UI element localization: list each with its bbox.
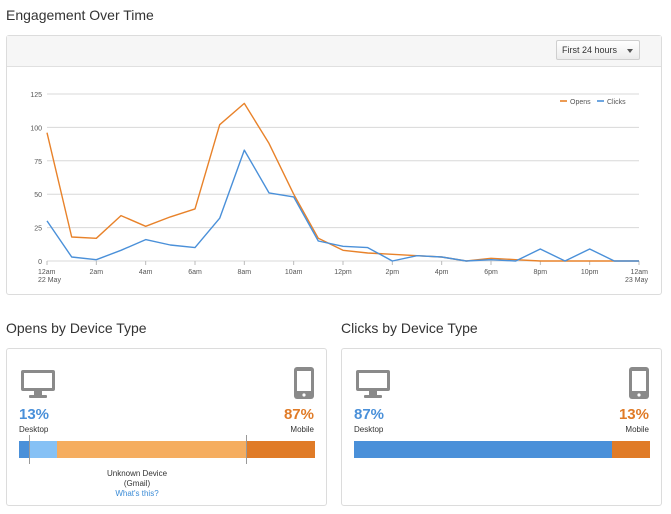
clicks-device-panel: 87% Desktop 13% Mobile: [341, 348, 662, 506]
x-tick-label: 6am: [188, 269, 202, 276]
x-tick-label: 2am: [90, 269, 104, 276]
clicks-mobile-percent: 13%: [618, 406, 649, 423]
mobile-icon: [629, 367, 649, 399]
series-line-clicks: [46, 149, 639, 262]
legend-label-opens: Opens: [570, 99, 591, 106]
chevron-down-icon: [627, 49, 633, 53]
clicks-desktop-segment: [354, 441, 612, 458]
time-range-select[interactable]: First 24 hours: [556, 40, 640, 60]
clicks-device-bar: [354, 441, 650, 458]
mobile-icon: [294, 367, 314, 399]
clicks-mobile-label: Mobile: [625, 425, 649, 434]
unknown-bracket-right: [246, 435, 247, 464]
legend-label-clicks: Clicks: [607, 99, 626, 106]
y-tick-label: 0: [38, 259, 42, 266]
opens-mobile-label: Mobile: [290, 425, 314, 434]
x-tick-label: 12am: [38, 269, 56, 276]
whats-this-link[interactable]: What's this?: [115, 489, 159, 498]
x-tick-label: 10am: [285, 269, 303, 276]
desktop-icon: [21, 370, 55, 398]
opens-device-bar: [19, 441, 315, 458]
x-tick-label: 23 May: [625, 277, 648, 284]
opens-device-title: Opens by Device Type: [6, 320, 147, 336]
y-tick-label: 50: [34, 192, 42, 199]
desktop-icon: [356, 370, 390, 398]
x-tick-label: 8pm: [534, 269, 548, 276]
x-tick-label: 22 May: [38, 277, 61, 284]
clicks-device-title: Clicks by Device Type: [341, 320, 478, 336]
opens-desktop-segment: [19, 441, 30, 458]
opens-desktop-label: Desktop: [19, 425, 49, 434]
engagement-panel-header: First 24 hours: [7, 36, 661, 67]
unknown-bracket-left: [29, 435, 30, 464]
y-tick-label: 25: [34, 226, 42, 233]
unknown-device-note: Unknown Device (Gmail) What's this?: [87, 469, 187, 499]
x-tick-label: 4pm: [435, 269, 449, 276]
clicks-desktop-percent: 87%: [354, 406, 385, 423]
opens-desktop-percent: 13%: [19, 406, 50, 423]
series-line-opens: [46, 102, 639, 262]
y-tick-label: 75: [34, 159, 42, 166]
clicks-mobile-segment: [611, 441, 650, 458]
x-tick-label: 8am: [238, 269, 252, 276]
unknown-device-sub-label: (Gmail): [123, 479, 151, 488]
y-tick-label: 100: [30, 125, 42, 132]
x-tick-label: 6pm: [484, 269, 498, 276]
opens-device-panel: 13% Desktop 87% Mobile Unknown Device (G…: [6, 348, 327, 506]
x-tick-label: 12pm: [334, 269, 352, 276]
opens-mobile-segment: [246, 441, 315, 458]
y-tick-label: 125: [30, 92, 42, 99]
x-tick-label: 12am: [630, 269, 648, 276]
time-range-select-value: First 24 hours: [562, 45, 618, 55]
unknown-device-label: Unknown Device: [106, 469, 168, 478]
engagement-panel: First 24 hours 0 25 50 75 100 125 12am 22 May 2a…: [6, 35, 662, 295]
x-tick-label: 4am: [139, 269, 153, 276]
opens-mobile-percent: 87%: [283, 406, 314, 423]
engagement-title: Engagement Over Time: [6, 7, 154, 23]
x-tick-label: 2pm: [386, 269, 400, 276]
opens-unknown-segment: [57, 441, 247, 458]
opens-desktop-unknown-segment: [29, 441, 58, 458]
x-tick-label: 10pm: [581, 269, 599, 276]
clicks-desktop-label: Desktop: [354, 425, 384, 434]
